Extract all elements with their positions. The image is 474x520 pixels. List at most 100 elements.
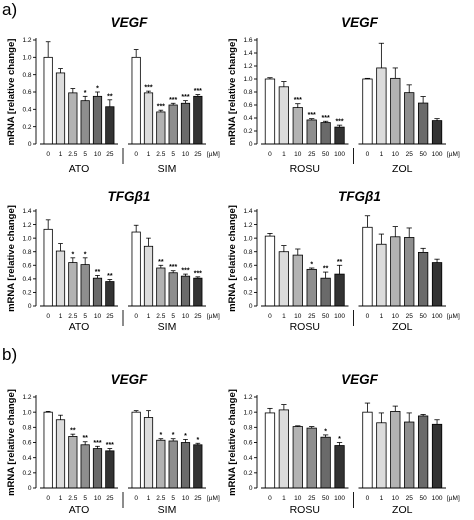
x-tick-label: 0 (268, 151, 272, 158)
x-tick-label: 1 (380, 151, 384, 158)
x-tick-label: 0 (134, 313, 138, 320)
x-tick-label: 50 (420, 151, 428, 158)
bar (43, 56, 53, 145)
group-label: ATO (69, 163, 90, 175)
y-tick-label: 0.2 (22, 124, 31, 131)
significance-label: *** (181, 94, 189, 101)
bar (156, 111, 166, 145)
group-zol: 0 1 10 25 50 100 ZOL (358, 42, 446, 175)
chart-title: VEGF (341, 15, 379, 30)
significance-label: ** (337, 259, 343, 266)
y-tick-label: 0.2 (22, 290, 31, 297)
group-zol: 0 1 10 25 50 100 ZOL (358, 215, 446, 333)
x-tick-label: 100 (334, 313, 345, 320)
x-tick-label: 5 (171, 151, 175, 158)
chart-title: TFGβ1 (108, 189, 151, 204)
bar (105, 106, 115, 145)
x-tick-label: 2.5 (68, 495, 77, 502)
x-tick-label: 10 (294, 313, 302, 320)
x-tick-label: 100 (432, 151, 443, 158)
bar (334, 126, 345, 145)
group-rosu: 0 1 10 * 25 ** 50 ** 100 ROSU (261, 232, 354, 333)
bar (320, 277, 331, 307)
bar (168, 440, 178, 489)
y-tick-label: 1.2 (243, 394, 252, 401)
x-tick-label: 25 (308, 151, 316, 158)
x-tick-label: 1 (59, 151, 63, 158)
bar (80, 264, 90, 307)
group-ato: 0 1 * 2.5 * 5 ** 10 ** 25 ATO (40, 219, 124, 333)
bar (131, 411, 141, 489)
group-rosu: 0 1 10 25 * 50 * 100 ROSU (261, 404, 354, 516)
group-label: SIM (158, 163, 177, 175)
x-tick-label: 0 (134, 495, 138, 502)
bar (105, 281, 115, 307)
significance-label: *** (308, 112, 316, 119)
bar (417, 415, 429, 489)
x-tick-label: 5 (83, 495, 87, 502)
x-tick-label: 25 (406, 151, 414, 158)
bar (80, 444, 90, 489)
x-tick-label: 100 (432, 495, 443, 502)
bar (390, 411, 401, 489)
bar (431, 262, 443, 307)
group-ato: 0 1 ** 2.5 ** 5 *** 10 *** 25 ATO (40, 411, 124, 516)
unit-label: [µM] (207, 313, 220, 320)
group-label: ZOL (392, 504, 413, 516)
significance-label: * (310, 262, 313, 269)
y-tick-label: 0.8 (22, 425, 31, 432)
group-label: SIM (158, 504, 177, 516)
significance-label: * (84, 90, 87, 97)
bar (68, 262, 78, 307)
y-tick-label: 1.4 (22, 208, 31, 215)
x-tick-label: 2.5 (68, 313, 77, 320)
bar (55, 250, 66, 307)
chart-6: VEGF mRNA [relative change] 0 0.2 0.4 0.6 0.8 1… (227, 372, 460, 516)
y-tick-label: 0 (28, 485, 32, 492)
y-tick-label: 1.2 (22, 37, 31, 44)
significance-label: *** (169, 264, 177, 271)
chart-5: VEGF mRNA [relative change] 0 0.2 0.4 0.6 0.8 1… (6, 372, 220, 516)
bar (278, 409, 290, 489)
x-tick-label: 25 (308, 313, 316, 320)
y-tick-label: 0 (249, 141, 253, 148)
chart-1: VEGF mRNA [relative change] 0 0.2 0.4 0.6 0.8 1… (6, 15, 220, 175)
bar (334, 273, 345, 307)
y-axis-label: mRNA [relative change] (227, 389, 238, 496)
bar (278, 251, 290, 307)
y-tick-label: 1.0 (22, 409, 31, 416)
x-tick-label: 50 (420, 313, 428, 320)
bar (264, 412, 276, 489)
y-axis-label: mRNA [relative change] (6, 205, 17, 312)
bar (292, 254, 303, 307)
y-tick-label: 0.2 (22, 470, 31, 477)
y-tick-label: 0.4 (243, 115, 252, 122)
x-tick-label: 0 (46, 313, 50, 320)
bar (306, 268, 317, 307)
x-tick-label: 10 (392, 313, 400, 320)
x-tick-label: 5 (83, 313, 87, 320)
x-tick-label: 10 (182, 313, 190, 320)
x-tick-label: 0 (268, 495, 272, 502)
significance-label: * (96, 86, 99, 93)
x-tick-label: 2.5 (68, 151, 77, 158)
x-tick-label: 10 (294, 495, 302, 502)
chart-2: VEGF mRNA [relative change] 0 0.2 0.4 0.6 0.8 1… (227, 15, 460, 175)
bar (55, 72, 66, 145)
x-tick-label: 25 (406, 313, 414, 320)
y-tick-label: 0.8 (22, 72, 31, 79)
charts-container: VEGF mRNA [relative change] 0 0.2 0.4 0.6 0.8 1… (6, 15, 460, 516)
panel-label-b: b) (2, 345, 17, 364)
x-tick-label: 1 (282, 151, 286, 158)
unit-label: [µM] (447, 313, 460, 320)
significance-label: *** (335, 119, 343, 126)
bar (362, 411, 373, 489)
y-tick-label: 1.0 (22, 55, 31, 62)
bar (68, 92, 78, 145)
bar (143, 245, 154, 307)
significance-label: ** (95, 269, 101, 276)
bar (417, 102, 429, 145)
significance-label: ** (323, 266, 329, 273)
bar (143, 92, 154, 145)
x-tick-label: 50 (322, 151, 330, 158)
